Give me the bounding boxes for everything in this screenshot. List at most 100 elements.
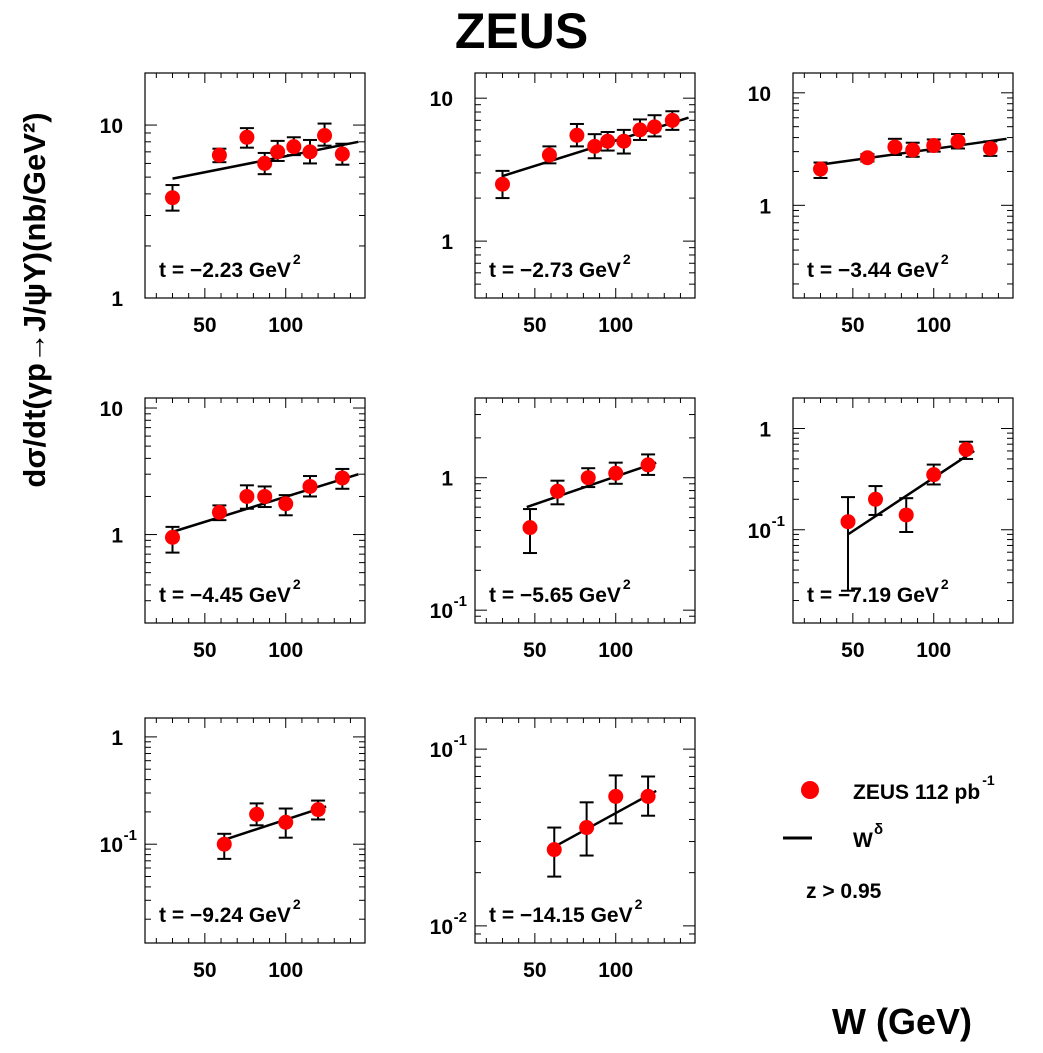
x-tick-label: 50 <box>193 959 216 982</box>
data-point <box>608 789 623 804</box>
y-tick-label: 1 <box>441 231 453 254</box>
x-tick-label: 50 <box>523 639 546 662</box>
data-point <box>311 802 326 817</box>
y-tick-label: 10 <box>100 834 123 857</box>
data-point <box>542 148 557 163</box>
panel-t-label: t = −9.24 GeV <box>159 904 291 927</box>
fit-line <box>527 463 656 507</box>
data-point <box>868 492 883 507</box>
panel-4: 50 100 1 10 t = −4.45 GeV 2 <box>100 398 365 662</box>
data-point <box>257 489 272 504</box>
x-tick-label: 100 <box>598 959 633 982</box>
data-point <box>887 139 902 154</box>
panel-t-label: t = −7.19 GeV <box>807 584 939 607</box>
fit-line <box>554 791 656 847</box>
data-point <box>278 815 293 830</box>
data-point <box>600 134 615 149</box>
data-point <box>335 470 350 485</box>
panel-t-label-exponent: 2 <box>293 251 301 267</box>
data-point <box>647 119 662 134</box>
y-tick-label: 1 <box>111 288 123 311</box>
data-point <box>495 177 510 192</box>
y-tick-label: 1 <box>441 468 453 491</box>
data-point <box>257 156 272 171</box>
data-point <box>959 442 974 457</box>
data-point <box>523 520 538 535</box>
data-point <box>239 489 254 504</box>
x-tick-label: 100 <box>598 639 633 662</box>
data-point <box>579 820 594 835</box>
panel-t-label: t = −2.73 GeV <box>489 259 621 282</box>
y-tick-exponent: -1 <box>772 513 785 530</box>
y-tick-exponent: -2 <box>454 909 467 926</box>
data-point <box>926 138 941 153</box>
data-point <box>165 530 180 545</box>
x-tick-label: 50 <box>193 314 216 337</box>
y-tick-label: 1 <box>759 418 771 441</box>
x-tick-label: 100 <box>268 639 303 662</box>
data-point <box>587 139 602 154</box>
data-point <box>212 148 227 163</box>
panel-t-label-exponent: 2 <box>293 896 301 912</box>
panel-t-label-exponent: 2 <box>623 576 631 592</box>
panel-t-label: t = −5.65 GeV <box>489 584 621 607</box>
data-point <box>616 134 631 149</box>
y-tick-label: 10 <box>100 398 123 421</box>
data-point <box>841 514 856 529</box>
panel-2: 50 100 1 10 t = −2.73 GeV 2 <box>430 73 695 337</box>
y-tick-label: 10 <box>430 88 453 111</box>
panel-t-label: t = −2.23 GeV <box>159 259 291 282</box>
data-point <box>547 842 562 857</box>
data-point <box>860 150 875 165</box>
data-point <box>303 144 318 159</box>
data-point <box>951 134 966 149</box>
panel-t-label: t = −4.45 GeV <box>159 584 291 607</box>
y-tick-label: 1 <box>111 525 123 548</box>
data-point <box>899 507 914 522</box>
data-point <box>239 130 254 145</box>
data-point <box>165 190 180 205</box>
x-tick-label: 50 <box>841 639 864 662</box>
legend-line-label: W <box>853 829 873 852</box>
data-point <box>641 457 656 472</box>
y-tick-label: 10 <box>748 83 771 106</box>
legend-point-marker <box>801 781 819 799</box>
panel-5: 50 100110 -1 t = −5.65 GeV 2 <box>430 398 695 662</box>
data-point <box>926 467 941 482</box>
x-tick-label: 50 <box>841 314 864 337</box>
data-point <box>905 143 920 158</box>
data-point <box>303 479 318 494</box>
data-point <box>608 466 623 481</box>
data-point <box>550 484 565 499</box>
data-point <box>983 141 998 156</box>
data-point <box>581 470 596 485</box>
data-point <box>665 113 680 128</box>
panel-t-label: t = −14.15 GeV <box>489 904 633 927</box>
data-point <box>813 162 828 177</box>
fit-line <box>848 451 974 534</box>
data-point <box>249 807 264 822</box>
legend-points-exponent: -1 <box>982 772 995 788</box>
panel-7: 50 100110 -1t = −9.24 GeV 2 <box>100 718 365 982</box>
y-tick-label: 10 <box>748 520 771 543</box>
x-tick-label: 100 <box>916 639 951 662</box>
data-point <box>278 496 293 511</box>
panel-6: 50 100 1 10 -1 t = −7.19 GeV 2 <box>748 398 1013 662</box>
data-point <box>270 144 285 159</box>
legend-cut-text: z > 0.95 <box>806 880 882 903</box>
data-point <box>212 505 227 520</box>
panel-t-label-exponent: 2 <box>623 251 631 267</box>
legend-line-exponent: δ <box>874 821 883 838</box>
data-point <box>641 789 656 804</box>
y-tick-exponent: -1 <box>454 593 467 610</box>
data-point <box>633 122 648 137</box>
data-point <box>569 128 584 143</box>
y-tick-label: 10 <box>100 115 123 138</box>
x-tick-label: 100 <box>598 314 633 337</box>
panel-t-label-exponent: 2 <box>635 896 643 912</box>
y-tick-label: 1 <box>759 195 771 218</box>
data-point <box>317 128 332 143</box>
y-tick-label: 1 <box>111 727 123 750</box>
x-tick-label: 100 <box>916 314 951 337</box>
